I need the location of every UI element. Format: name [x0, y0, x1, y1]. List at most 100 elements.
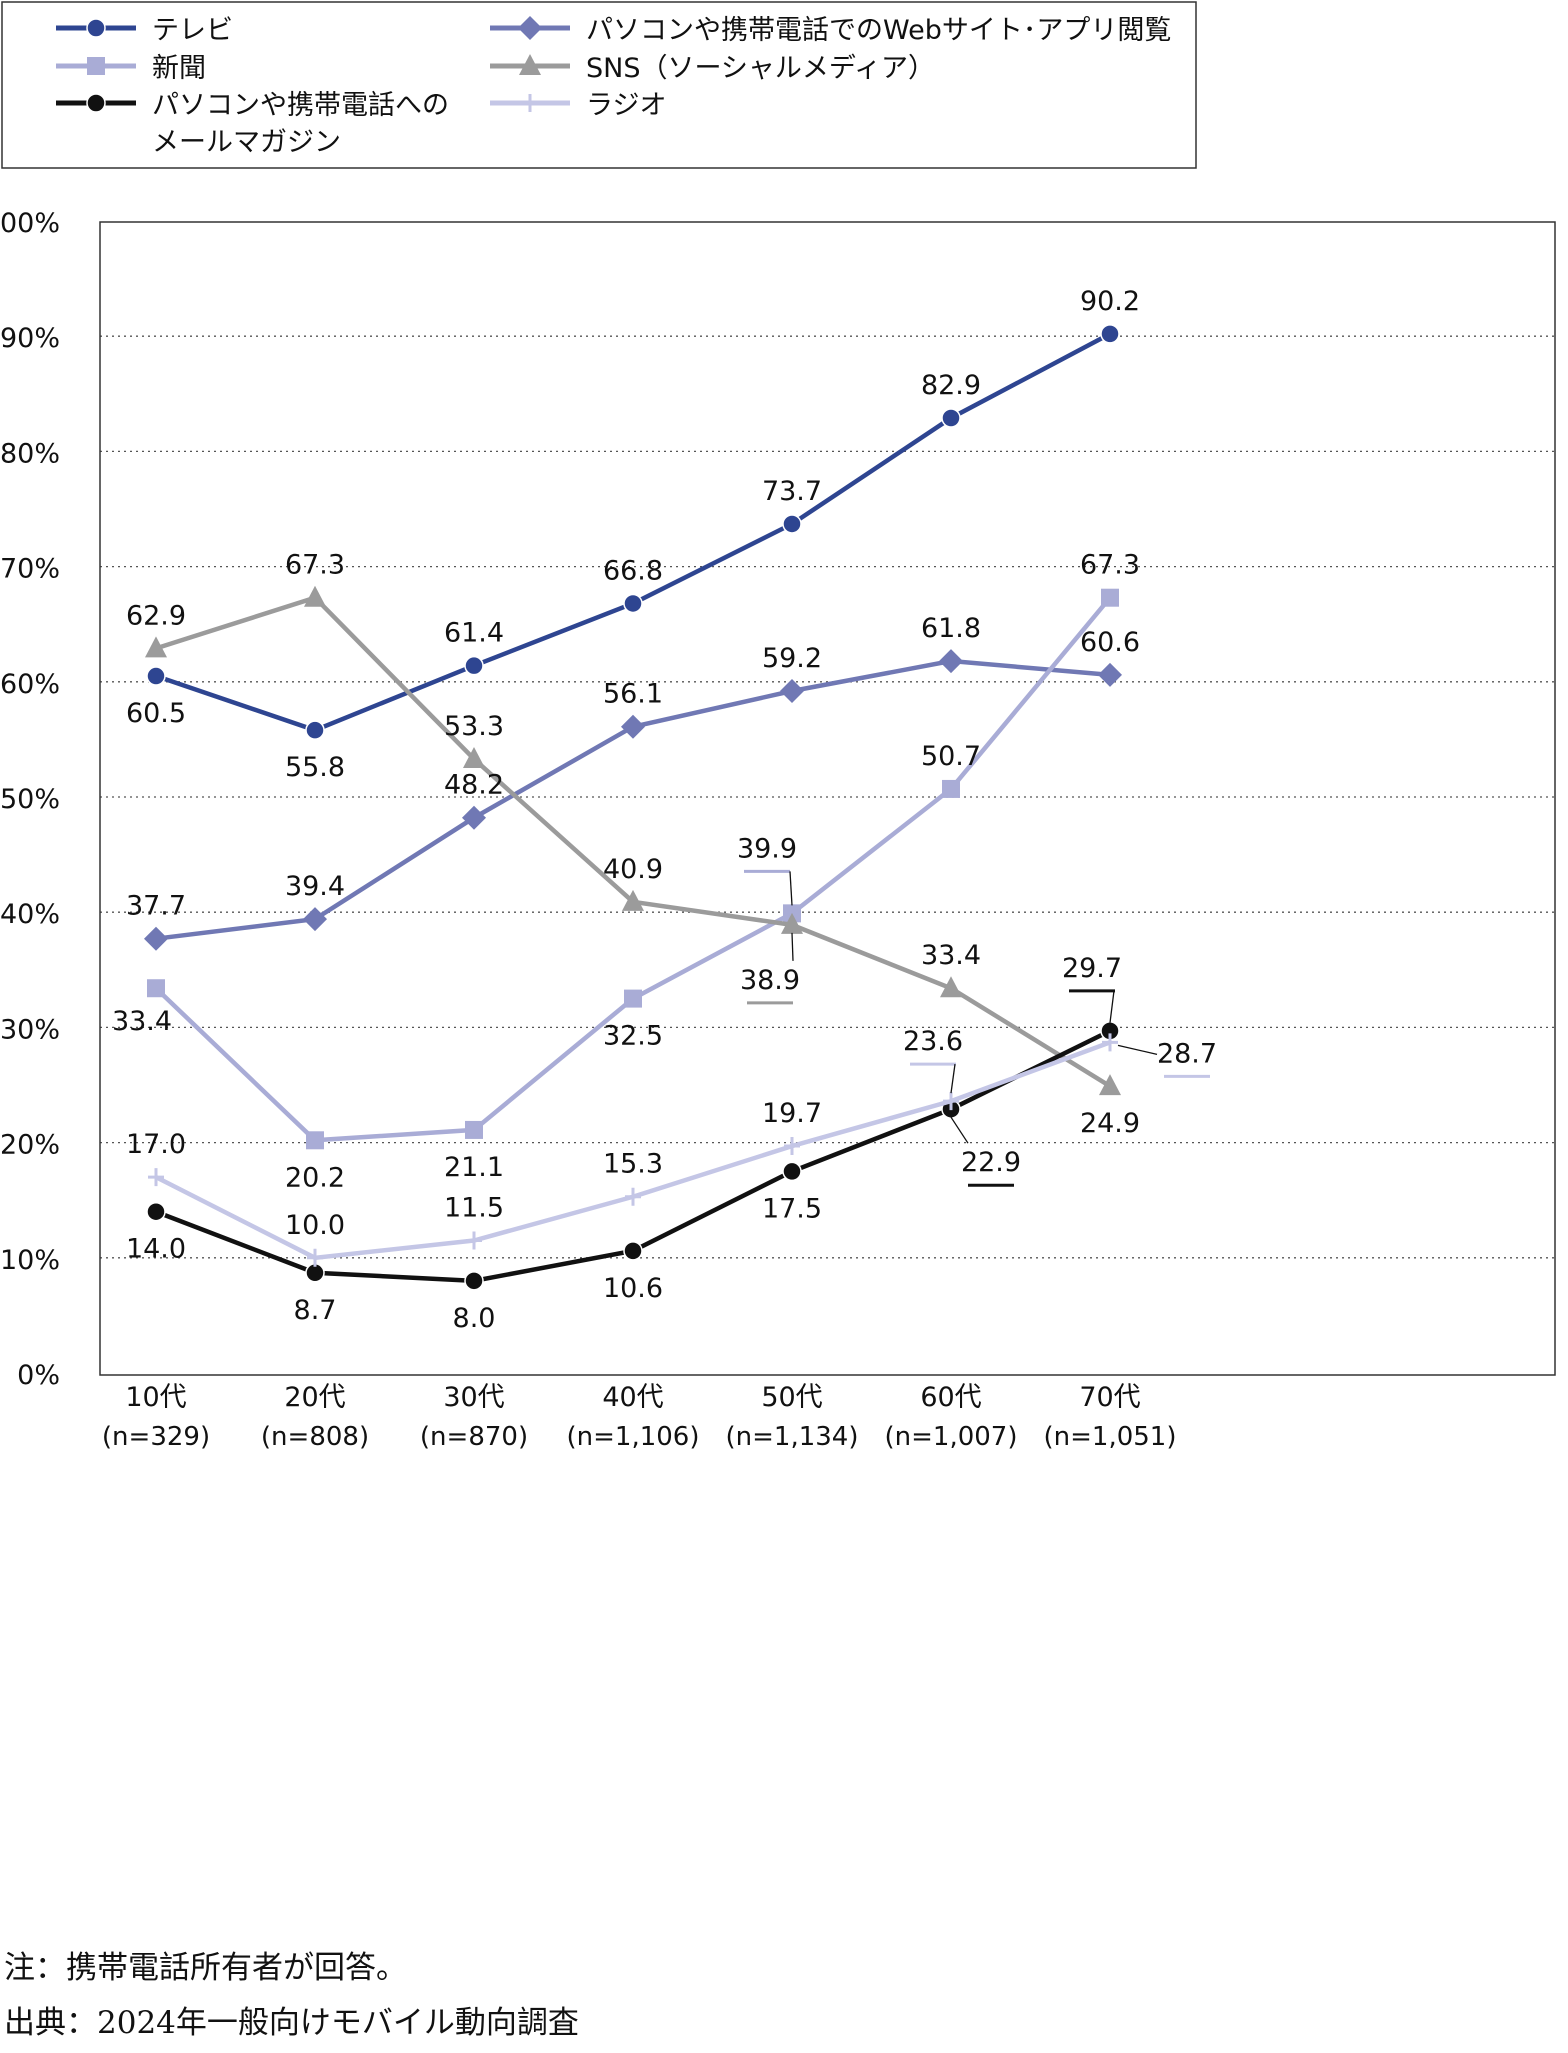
data-label: 21.1	[444, 1152, 504, 1183]
data-point	[466, 1231, 482, 1250]
legend-label: パソコンや携帯電話への	[152, 90, 449, 121]
series	[144, 324, 1122, 1291]
data-label: 61.4	[444, 618, 504, 649]
data-label: 67.3	[285, 550, 345, 581]
x-tick-n-label: (n=808)	[261, 1422, 369, 1452]
data-label: 37.7	[126, 891, 186, 922]
source-note: 出典：2024年一般向けモバイル動向調査	[4, 2005, 579, 2041]
data-point	[148, 1168, 164, 1187]
legend-label: メールマガジン	[152, 127, 341, 158]
data-label: 8.0	[453, 1303, 496, 1334]
y-tick-label: 60%	[0, 669, 60, 700]
data-point	[303, 907, 327, 932]
x-tick-n-label: (n=329)	[102, 1422, 210, 1452]
data-label: 14.0	[126, 1234, 186, 1265]
data-label: 8.7	[294, 1295, 337, 1326]
data-label: 55.8	[285, 752, 345, 783]
legend-marker-triangle-icon	[519, 54, 541, 75]
data-point	[464, 1271, 484, 1291]
data-label: 73.7	[762, 476, 822, 507]
grid	[99, 221, 1556, 1376]
x-tick-label: 50代	[761, 1382, 822, 1413]
series-1	[144, 649, 1122, 951]
data-label: 19.7	[762, 1098, 822, 1129]
legend-item: ラジオ	[490, 90, 666, 121]
data-label: 10.0	[285, 1210, 345, 1241]
data-label: 48.2	[444, 770, 504, 801]
data-point	[623, 1241, 643, 1261]
x-tick-label: 60代	[920, 1382, 981, 1413]
data-point	[1101, 588, 1119, 607]
x-tick-label: 40代	[602, 1382, 663, 1413]
legend-marker-plus-icon	[522, 94, 538, 112]
data-label: 38.9	[740, 965, 800, 996]
legend-item: テレビ	[56, 15, 233, 46]
callout-leader	[950, 1064, 956, 1094]
legend-label: テレビ	[152, 15, 233, 46]
series-5	[148, 1033, 1118, 1267]
data-point	[1100, 324, 1120, 344]
callout-leader	[1117, 1044, 1158, 1056]
data-label: 40.9	[603, 854, 663, 885]
data-point	[941, 408, 961, 428]
data-point	[1099, 1074, 1121, 1096]
data-label: 32.5	[603, 1021, 663, 1052]
data-point	[304, 585, 326, 607]
legend-box	[1, 1, 1197, 169]
data-label: 20.2	[285, 1162, 345, 1193]
legend-label: パソコンや携帯電話でのWebサイト･アプリ閲覧	[586, 15, 1171, 46]
data-labels: 60.5 55.8 61.4 66.8 73.7 82.9 90.2 37.7 39.4 48.2…	[112, 286, 1217, 1334]
footnote: 注：携帯電話所有者が回答。	[4, 1950, 407, 1986]
y-tick-label: 50%	[0, 784, 60, 815]
plot-frame	[99, 221, 1556, 1376]
legend-item: パソコンや携帯電話でのWebサイト･アプリ閲覧	[490, 15, 1171, 46]
callout-leader	[1109, 990, 1115, 1023]
data-point	[784, 1137, 800, 1156]
data-label: 82.9	[921, 370, 981, 401]
y-tick-label: 20%	[0, 1130, 60, 1161]
axes: 0% 10% 20% 30% 40% 50% 60% 70% 80% 90% 100% 10代 (n=3…	[0, 208, 1176, 1452]
x-tick-n-label: (n=1,051)	[1044, 1422, 1177, 1452]
data-point	[462, 805, 486, 830]
y-tick-label: 10%	[0, 1245, 60, 1276]
data-label: 10.6	[603, 1273, 663, 1304]
data-point	[306, 1131, 324, 1150]
data-label: 24.9	[1080, 1108, 1140, 1139]
legend-marker-diamond-icon	[518, 16, 542, 40]
data-label: 17.5	[762, 1193, 822, 1224]
x-tick-label: 30代	[443, 1382, 504, 1413]
y-tick-label: 70%	[0, 554, 60, 585]
data-label: 60.5	[126, 698, 186, 729]
legend-item: SNS（ソーシャルメディア）	[490, 53, 935, 84]
data-label: 50.7	[921, 741, 981, 772]
data-point	[1102, 1033, 1118, 1052]
data-point	[1098, 662, 1122, 687]
data-point	[307, 1248, 323, 1267]
data-point	[305, 720, 325, 740]
data-label: 22.9	[961, 1147, 1021, 1178]
legend-label: 新聞	[152, 53, 206, 84]
data-point	[146, 666, 166, 686]
legend-label: ラジオ	[586, 90, 666, 121]
data-label: 62.9	[126, 600, 186, 631]
data-point	[782, 514, 802, 534]
data-point	[943, 1092, 959, 1111]
data-point	[625, 1187, 641, 1206]
data-label: 11.5	[444, 1193, 504, 1224]
data-label: 67.3	[1080, 550, 1140, 581]
series-line	[155, 595, 1112, 1089]
data-label: 17.0	[126, 1129, 186, 1160]
data-label: 39.9	[737, 833, 797, 864]
data-label: 90.2	[1080, 286, 1140, 317]
legend-item: 新聞	[56, 53, 206, 84]
data-point	[782, 1161, 802, 1182]
data-label: 29.7	[1062, 953, 1122, 984]
data-label: 59.2	[762, 643, 822, 674]
x-tick-label: 20代	[284, 1382, 345, 1413]
series-3	[145, 585, 1121, 1096]
data-label: 60.6	[1080, 627, 1140, 658]
